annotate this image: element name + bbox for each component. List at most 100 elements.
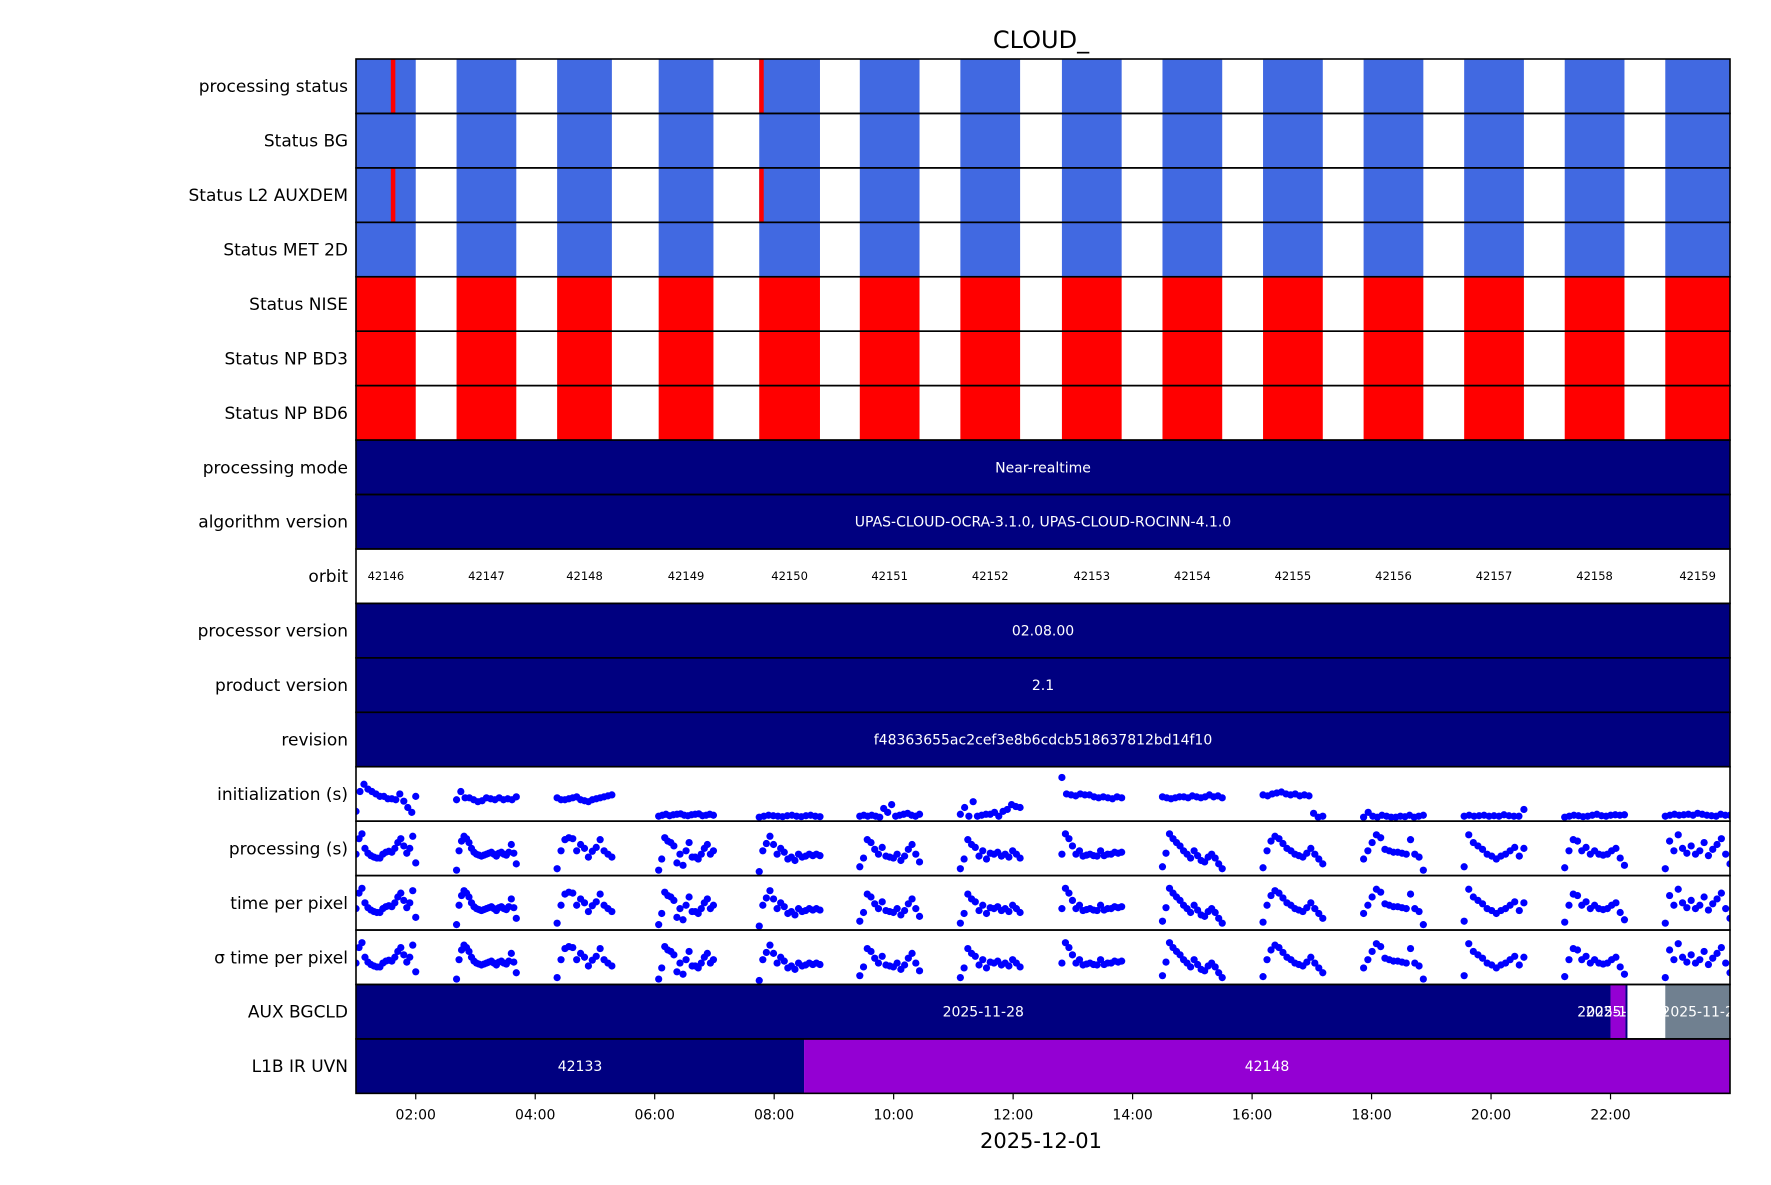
status-bar [1162, 167, 1223, 223]
scatter-point [1259, 864, 1267, 872]
scatter-point [1683, 849, 1691, 857]
category-label: f48363655ac2cef3e8b6cdcb518637812bd14f10 [874, 733, 1213, 749]
status-bar [1263, 59, 1323, 114]
chart-title: CLOUD_ [993, 26, 1090, 54]
scatter-point [1319, 914, 1327, 922]
scatter-point [569, 835, 577, 843]
scatter-point [592, 898, 600, 906]
scatter-point [878, 952, 886, 960]
scatter-point [878, 898, 886, 906]
scatter-point [901, 906, 909, 915]
scatter-point [1259, 918, 1267, 926]
row-time-per-pixel: time per pixel [230, 884, 1730, 930]
scatter-point [1263, 847, 1271, 855]
scatter-point [1670, 956, 1678, 964]
scatter-point [965, 812, 973, 820]
row-label: Status L2 AUXDEM [189, 186, 348, 206]
category-label: 02.08.00 [1012, 624, 1074, 640]
scatter-point [406, 953, 414, 961]
row-content: 02.08.00 [356, 603, 1730, 658]
status-bar [456, 222, 517, 277]
scatter-point [1368, 893, 1376, 901]
status-bar [1464, 222, 1524, 277]
status-bar [759, 222, 820, 277]
scatter-point [762, 948, 770, 957]
scatter-point [1186, 908, 1195, 917]
x-tick-label: 22:00 [1590, 1107, 1630, 1123]
scatter-point [1678, 899, 1687, 907]
row-product-version: product version 2.1 [215, 657, 1730, 713]
scatter-point [1670, 847, 1678, 855]
scatter-point [409, 887, 417, 895]
scatter-point [956, 865, 964, 873]
category-label: 2025-11-2 [1661, 1005, 1733, 1021]
status-bar [759, 59, 820, 114]
scatter-point [1683, 904, 1691, 912]
row-label: Status NP BD6 [224, 404, 348, 424]
scatter-point [908, 895, 916, 903]
status-bar [1061, 59, 1122, 114]
row-border [355, 1038, 1731, 1095]
scatter-point [1275, 943, 1283, 952]
scatter-point [1279, 839, 1287, 848]
scatter-point [1670, 901, 1678, 909]
scatter-point [1713, 949, 1721, 957]
scatter-point [1402, 850, 1410, 858]
scatter-point [1419, 811, 1427, 819]
status-bar [356, 331, 416, 386]
scatter-point [1415, 907, 1423, 916]
scatter-point [670, 896, 678, 904]
scatter-point [1700, 947, 1708, 956]
scatter-point [1158, 863, 1167, 871]
status-bar [356, 113, 416, 168]
scatter-point [893, 905, 901, 913]
status-bar [960, 113, 1021, 168]
scatter-point [960, 964, 968, 972]
status-bar [658, 222, 714, 277]
scatter-point [1406, 890, 1415, 898]
scatter-point [1674, 885, 1682, 893]
scatter-point [391, 844, 399, 852]
scatter-point [1704, 852, 1713, 860]
row-content: 42146 42147 42148 42149 42150 42151 42152 42153… [368, 569, 1716, 583]
scatter-point [1573, 891, 1582, 900]
scatter-point [1377, 943, 1385, 951]
row-initialization-s: initialization (s) [217, 773, 1730, 821]
scatter-point [762, 894, 770, 902]
scatter-point [1520, 899, 1528, 907]
scatter-point [1616, 908, 1624, 917]
status-bar [1363, 385, 1424, 441]
row-label: processing (s) [229, 839, 348, 859]
status-bar [1162, 59, 1223, 114]
row-time-per-pixel: σ time per pixel [214, 939, 1730, 985]
category-segment [356, 657, 1730, 713]
status-bar [1564, 276, 1625, 332]
scatter-point [1687, 842, 1695, 850]
status-bar [859, 222, 920, 277]
scatter-point [1678, 844, 1687, 852]
row-content [356, 222, 1730, 277]
row-content [356, 59, 1730, 114]
scatter-point [557, 847, 565, 855]
row-content: UPAS-CLOUD-OCRA-3.1.0, UPAS-CLOUD-ROCINN… [356, 494, 1730, 549]
scatter-point [1510, 812, 1518, 820]
scatter-point [1016, 963, 1024, 971]
scatter-point [915, 810, 924, 818]
scatter-point [893, 850, 901, 858]
scatter-point [1406, 944, 1415, 953]
scatter-point [608, 907, 616, 916]
scatter-point [1275, 889, 1283, 897]
scatter-point [658, 964, 666, 972]
scatter-point [510, 904, 518, 912]
row-status-met-2d: Status MET 2D [223, 222, 1730, 277]
scatter-point [1368, 947, 1376, 956]
scatter-point [1620, 916, 1629, 924]
scatter-point [773, 850, 781, 858]
scatter-point [1406, 836, 1415, 844]
row-content: 42133 42148 [356, 1038, 1730, 1094]
scatter-point [766, 832, 774, 840]
scatter-point [1704, 906, 1713, 914]
scatter-point [1687, 896, 1695, 904]
scatter-point [856, 863, 864, 871]
